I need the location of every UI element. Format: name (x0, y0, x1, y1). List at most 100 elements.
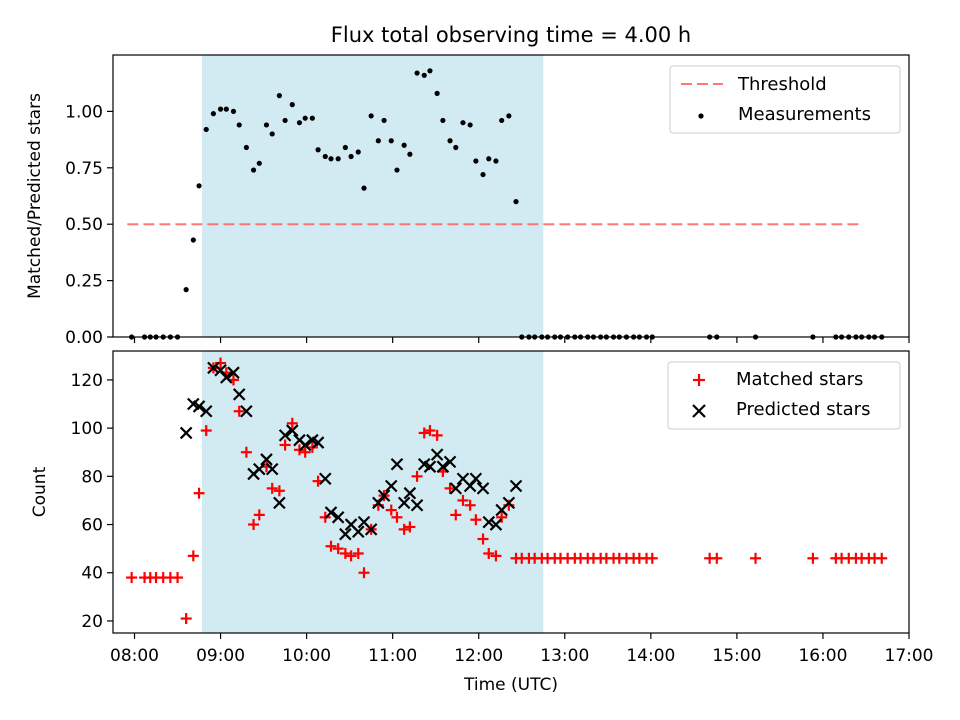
matched-star-point (286, 417, 298, 429)
observing-window-shade (201, 55, 544, 337)
measurement-point (276, 93, 282, 99)
legend-measurements-swatch (698, 113, 704, 119)
measurement-point (183, 287, 189, 293)
measurement-point (210, 111, 216, 117)
measurement-point (335, 156, 341, 162)
measurement-point (361, 185, 367, 191)
x-tick-label: 17:00 (885, 646, 934, 666)
measurement-point (196, 183, 202, 189)
measurement-point (243, 144, 249, 151)
chart-title: Flux total observing time = 4.00 h (331, 23, 691, 47)
matched-star-point (126, 572, 138, 584)
matched-star-point (464, 499, 476, 511)
predicted-star-point (476, 482, 490, 495)
measurement-point (414, 70, 420, 76)
measurement-point (203, 126, 209, 133)
matched-star-point (470, 514, 482, 526)
matched-star-point (450, 509, 462, 521)
measurement-point (282, 117, 288, 124)
predicted-star-point (502, 496, 516, 510)
ratio-panel: 0.00 0.25 0.50 0.75 1.00 Matched/Predicted s… (25, 54, 910, 348)
y-tick-label: 0.75 (65, 159, 103, 179)
matched-star-point (496, 511, 508, 523)
x-tick-label: 11:00 (368, 646, 417, 666)
matched-star-point (385, 504, 397, 516)
matched-star-point (398, 523, 410, 535)
matched-star-point (187, 550, 199, 562)
count-panel-x-ticks: 08:00 09:00 10:00 11:00 12:00 13:00 14:00 15:00… (110, 633, 934, 666)
matched-star-point (876, 552, 888, 564)
y-tick-label: 100 (71, 419, 103, 439)
matched-star-point (266, 482, 278, 494)
measurement-point (289, 102, 295, 108)
predicted-star-point (192, 400, 206, 413)
ratio-panel-frame (112, 54, 910, 338)
matched-star-point (711, 552, 723, 564)
predicted-star-point (227, 366, 240, 379)
matched-star-point (193, 487, 205, 499)
matched-star-point (240, 446, 252, 458)
measurement-point (381, 117, 387, 124)
measurement-point (375, 138, 381, 144)
predicted-star-point (489, 518, 503, 531)
measurement-point (506, 113, 512, 119)
measurement-point (394, 167, 400, 173)
matched-star-point (299, 446, 311, 458)
predicted-star-point (403, 486, 417, 500)
observing-window-shade-lower (201, 351, 544, 633)
matched-star-point (352, 547, 364, 559)
predicted-star-point (384, 479, 398, 493)
matched-star-point (273, 485, 285, 497)
matched-star-point (444, 482, 456, 494)
predicted-star-point (260, 453, 273, 466)
predicted-star-point (207, 361, 220, 375)
measurement-point (236, 122, 242, 128)
predicted-star-point (377, 489, 391, 502)
ratio-legend: Threshold Measurements (669, 65, 901, 134)
predicted-star-point (430, 448, 444, 461)
x-tick-label: 16:00 (798, 646, 847, 666)
measurement-point (440, 117, 446, 124)
measurement-point (486, 156, 492, 162)
count-panel-frame (112, 350, 910, 634)
count-legend-box (667, 361, 901, 430)
y-tick-label: 40 (81, 564, 103, 584)
measurement-point (256, 160, 262, 166)
matched-star-point (253, 509, 265, 521)
predicted-star-point (410, 498, 424, 512)
measurement-point (493, 158, 499, 164)
measurement-point (342, 144, 348, 151)
matched-star-point (172, 572, 184, 584)
predicted-star-point (273, 496, 286, 510)
ratio-panel-y-ticks: 0.00 0.25 0.50 0.75 1.00 (65, 102, 113, 348)
measurement-point (434, 90, 440, 96)
count-y-axis-label: Count (30, 466, 50, 517)
matched-star-point (457, 494, 469, 506)
matched-star-point (391, 511, 403, 523)
predicted-star-point (286, 424, 299, 437)
matched-star-point (233, 405, 245, 417)
predicted-star-point (469, 472, 483, 486)
matched-star-point (477, 533, 489, 545)
matched-star-point (180, 613, 192, 625)
predicted-star-point (339, 527, 352, 541)
measurement-point (190, 237, 196, 243)
predicted-star-point (265, 462, 279, 476)
measurement-point (499, 117, 505, 124)
count-panel: 08:00 09:00 10:00 11:00 12:00 13:00 14:00 15:00… (30, 350, 934, 695)
measurement-point (315, 147, 321, 153)
predicted-star-point (423, 460, 437, 473)
measurement-point (217, 106, 224, 112)
predicted-star-point (351, 525, 365, 539)
measurement-point (230, 108, 237, 114)
matched-star-point (750, 552, 762, 564)
predicted-star-point (436, 460, 450, 473)
measurement-point (250, 167, 257, 173)
measurement-point (473, 158, 479, 164)
predicted-star-point (482, 515, 496, 529)
measurement-point (368, 113, 374, 119)
x-tick-label: 08:00 (110, 646, 159, 666)
predicted-star-point (232, 388, 246, 401)
x-axis-label: Time (UTC) (463, 675, 558, 695)
